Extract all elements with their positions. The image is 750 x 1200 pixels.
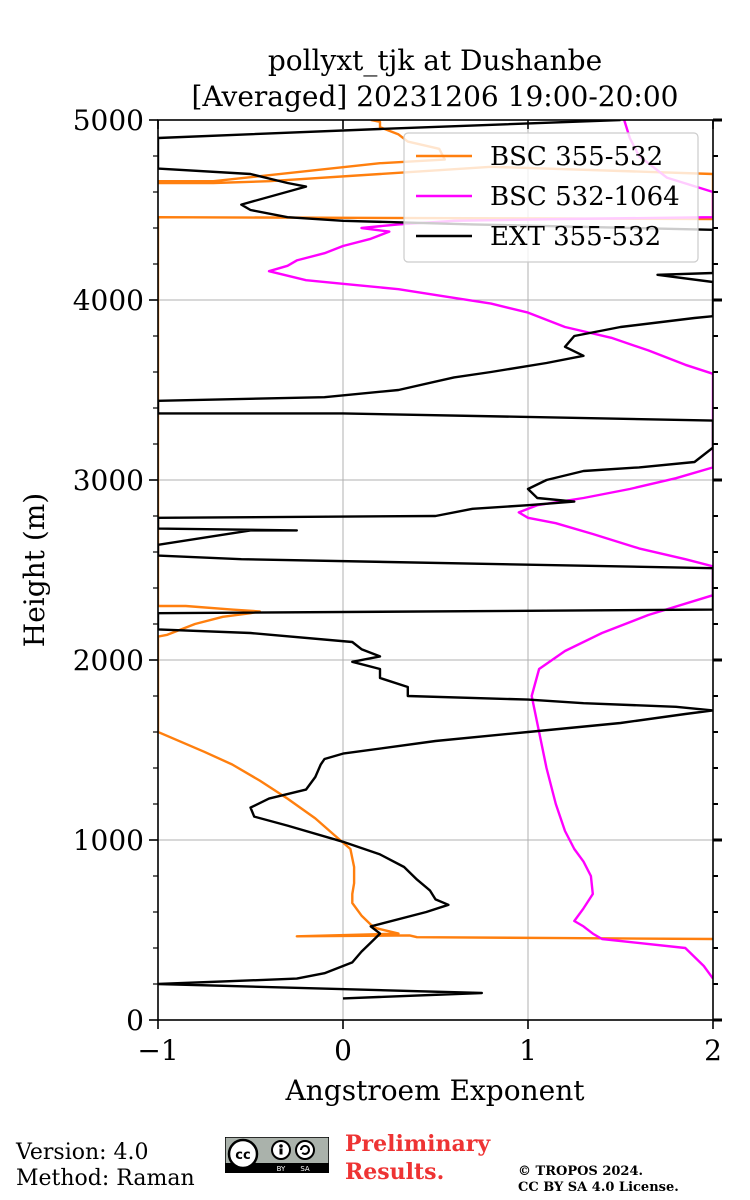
- x-tick-label: −1: [137, 1034, 178, 1067]
- y-axis-label: Height (m): [18, 493, 51, 647]
- copyright-note: © TROPOS 2024. CC BY SA 4.0 License.: [518, 1164, 679, 1196]
- legend: BSC 355-532 BSC 532-1064 EXT 355-532: [403, 132, 699, 263]
- license-by-label: BY: [277, 1165, 286, 1173]
- license-sa-label: SA: [300, 1165, 310, 1173]
- x-tick-label: 1: [519, 1034, 537, 1067]
- preliminary-line1: Preliminary: [345, 1131, 491, 1157]
- version-text: Version: 4.0: [16, 1140, 149, 1165]
- chart-title-line2: [Averaged] 20231206 19:00-20:00: [192, 80, 679, 113]
- preliminary-results-note: Preliminary Results.: [345, 1130, 490, 1186]
- y-tick-label: 1000: [73, 824, 144, 857]
- y-tick-label: 2000: [73, 644, 144, 677]
- angstroem-chart: pollyxt_tjk at Dushanbe [Averaged] 20231…: [18, 44, 722, 1107]
- legend-label: EXT 355-532: [490, 222, 661, 252]
- series-line-bsc-355-532: [158, 120, 713, 941]
- svg-text:cc: cc: [235, 1148, 250, 1163]
- y-tick-label: 0: [126, 1004, 144, 1037]
- cc-by-sa-icon: cc BY SA: [225, 1137, 329, 1173]
- x-axis-label: Angstroem Exponent: [285, 1074, 586, 1107]
- plot-frame: [157, 119, 714, 1021]
- x-tick-label: 0: [334, 1034, 352, 1067]
- y-tick-label: 5000: [73, 104, 144, 137]
- chart-title-line1: pollyxt_tjk at Dushanbe: [268, 44, 602, 77]
- series-lines: [158, 120, 713, 1000]
- legend-label: BSC 532-1064: [490, 182, 680, 212]
- x-tick-label: 2: [704, 1034, 722, 1067]
- legend-label: BSC 355-532: [490, 142, 663, 172]
- series-line-bsc-532-1064: [267, 120, 713, 980]
- series-line-ext-355-532: [158, 120, 713, 1000]
- legend-box: [403, 132, 699, 263]
- y-tick-label: 3000: [73, 464, 144, 497]
- y-tick-label: 4000: [73, 284, 144, 317]
- preliminary-line2: Results.: [345, 1159, 445, 1185]
- copyright-line1: © TROPOS 2024.: [518, 1164, 644, 1179]
- method-text: Method: Raman: [16, 1166, 195, 1191]
- copyright-line2: CC BY SA 4.0 License.: [518, 1180, 679, 1195]
